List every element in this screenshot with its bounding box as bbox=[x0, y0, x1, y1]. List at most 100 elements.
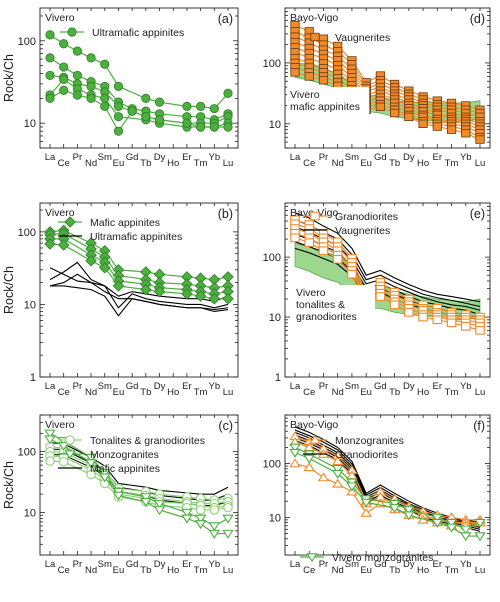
x-tick-label-Pr: Pr bbox=[319, 152, 329, 163]
y-tick-label: 10 bbox=[24, 507, 36, 519]
x-tick-label-Tb: Tb bbox=[389, 158, 400, 169]
data-point-a-0-Dy bbox=[154, 97, 165, 107]
legend-label-c: Mafic appinites bbox=[90, 463, 160, 475]
data-point-d-9-Dy bbox=[404, 112, 414, 122]
x-tick-label-Dy: Dy bbox=[403, 152, 415, 163]
x-tick-label-Tm: Tm bbox=[194, 565, 208, 576]
x-tick-label-Gd: Gd bbox=[374, 381, 387, 392]
data-point-c-4-Tb bbox=[140, 493, 152, 503]
data-point-f-10-Dy bbox=[403, 511, 415, 521]
data-point-f-9-Yb bbox=[460, 525, 472, 535]
x-tick-label-Er: Er bbox=[433, 381, 443, 392]
data-point-a-0-Eu bbox=[113, 81, 124, 91]
data-point-c-4-Tm bbox=[194, 514, 207, 524]
y-tick-label: 10 bbox=[269, 512, 281, 524]
band-label-bg-d bbox=[287, 87, 369, 114]
y-tick-label: 1 bbox=[30, 372, 36, 384]
y-tick-label: 10 bbox=[269, 312, 281, 324]
x-tick-label-Nd: Nd bbox=[332, 565, 344, 576]
data-point-a-1-Ce bbox=[59, 62, 69, 72]
data-point-a-2-Eu bbox=[113, 101, 124, 111]
data-point-a-4-La bbox=[45, 93, 55, 103]
x-tick-label-Dy: Dy bbox=[154, 152, 166, 163]
data-point-a-4-Nd bbox=[86, 93, 96, 103]
x-tick-label-Er: Er bbox=[182, 381, 192, 392]
x-tick-label-Er: Er bbox=[182, 152, 192, 163]
x-tick-label-La: La bbox=[45, 152, 56, 163]
x-tick-label-Yb: Yb bbox=[460, 152, 472, 163]
x-tick-label-Pr: Pr bbox=[319, 559, 329, 570]
x-tick-label-Ho: Ho bbox=[167, 565, 179, 576]
panel-title-b: Vivero bbox=[45, 207, 75, 219]
x-tick-label-Eu: Eu bbox=[113, 387, 125, 398]
x-tick-label-Gd: Gd bbox=[374, 559, 387, 570]
data-point-f-10-Sm bbox=[346, 482, 358, 492]
y-tick-label: 10 bbox=[24, 118, 36, 130]
data-point-c-5-Tm bbox=[194, 520, 207, 530]
data-point-c-3-Nd bbox=[86, 469, 96, 480]
x-tick-label-Lu: Lu bbox=[223, 565, 234, 576]
y-axis-label: Rock/Ch bbox=[2, 266, 16, 314]
x-tick-label-Gd: Gd bbox=[126, 152, 139, 163]
data-point-e-4-Yb bbox=[461, 322, 471, 331]
data-point-d-9-La bbox=[290, 68, 300, 77]
y-tick-label: 100 bbox=[263, 58, 281, 70]
x-tick-label-Tb: Tb bbox=[140, 158, 151, 169]
data-point-f-9-La bbox=[289, 443, 301, 453]
data-point-d-9-Er bbox=[432, 122, 442, 131]
panel-frame-d bbox=[284, 7, 491, 149]
band-label-d: Vivero bbox=[290, 89, 320, 101]
data-point-f-10-Yb bbox=[460, 532, 472, 542]
x-tick-label-Yb: Yb bbox=[460, 559, 472, 570]
x-tick-label-Lu: Lu bbox=[475, 387, 486, 398]
x-tick-label-Dy: Dy bbox=[403, 381, 415, 392]
x-tick-label-Ce: Ce bbox=[303, 387, 315, 398]
data-point-f-8-La bbox=[289, 458, 301, 468]
x-tick-label-Eu: Eu bbox=[360, 565, 372, 576]
data-point-c-3-Yb bbox=[209, 505, 220, 515]
data-point-c-4-Dy bbox=[153, 499, 166, 509]
y-tick-label: 100 bbox=[18, 447, 36, 459]
data-point-d-9-Yb bbox=[461, 129, 471, 138]
data-point-a-0-La bbox=[45, 30, 55, 40]
legend-marker-c bbox=[65, 435, 75, 445]
panel-frame-b bbox=[39, 202, 239, 378]
data-point-c-5-Lu bbox=[222, 529, 234, 539]
data-point-b-3-Tb bbox=[140, 283, 152, 296]
panel-tag-a: (a) bbox=[218, 12, 233, 26]
legend-label-b: Mafic appinites bbox=[90, 217, 160, 229]
data-point-e-4-Nd bbox=[332, 254, 343, 264]
x-tick-label-Eu: Eu bbox=[113, 565, 125, 576]
x-tick-label-Ce: Ce bbox=[58, 158, 70, 169]
data-point-a-3-Ce bbox=[59, 74, 69, 84]
y-tick-label: 100 bbox=[263, 252, 281, 264]
legend-label-c: Monzogranites bbox=[90, 449, 159, 461]
data-point-a-4-Ce bbox=[59, 85, 69, 96]
data-point-e-4-Dy bbox=[404, 307, 414, 317]
data-point-b-3-Yb bbox=[208, 292, 221, 305]
legend-label-d: Vaugnerites bbox=[335, 32, 390, 44]
data-point-d-9-Tm bbox=[446, 125, 457, 134]
data-point-c-5-Ce bbox=[57, 441, 70, 451]
panel-tag-c: (c) bbox=[218, 419, 233, 433]
data-point-e-4-Ho bbox=[418, 312, 428, 322]
data-point-e-4-Lu bbox=[475, 326, 485, 335]
data-point-c-3-La bbox=[45, 456, 55, 466]
x-tick-label-Sm: Sm bbox=[98, 559, 112, 570]
band-label-e: granodiorites bbox=[296, 311, 357, 323]
data-point-a-4-Tm bbox=[196, 122, 206, 132]
data-point-c-4-La bbox=[44, 429, 56, 439]
data-point-a-3-Eu bbox=[113, 112, 124, 122]
data-point-c-5-Sm bbox=[99, 473, 111, 483]
legend-marker-b bbox=[64, 216, 76, 228]
data-point-c-4-Sm bbox=[99, 468, 111, 478]
x-tick-label-Yb: Yb bbox=[208, 559, 220, 570]
data-point-e-4-Sm bbox=[347, 269, 357, 279]
band-label-d: mafic appinites bbox=[290, 101, 360, 113]
y-axis-label: Rock/Ch bbox=[2, 461, 16, 509]
plot-area-d bbox=[290, 20, 485, 144]
x-tick-label-Eu: Eu bbox=[360, 387, 372, 398]
data-point-a-0-Yb bbox=[209, 104, 219, 114]
x-tick-label-Sm: Sm bbox=[345, 152, 359, 163]
